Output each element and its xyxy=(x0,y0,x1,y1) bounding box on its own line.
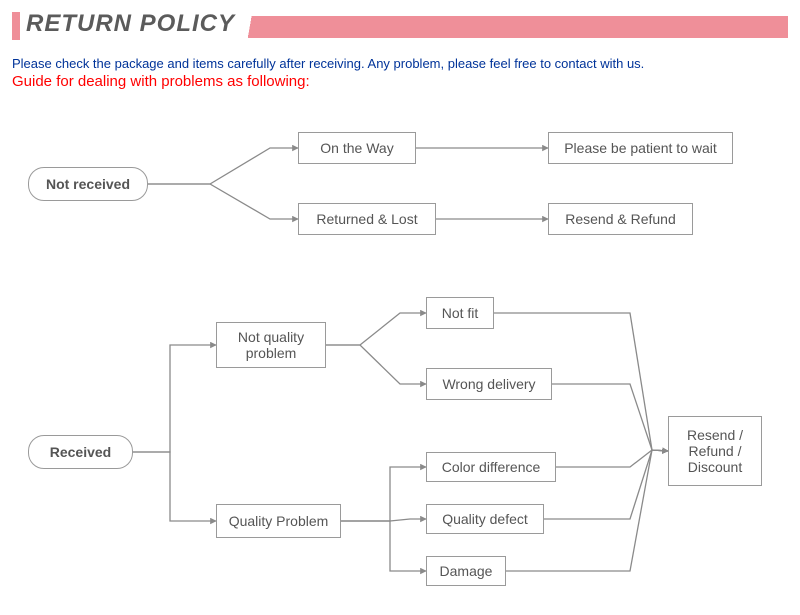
edge-qp-damage xyxy=(341,521,426,571)
node-on_way: On the Way xyxy=(298,132,416,164)
edge-wrong_del-rrd xyxy=(552,384,668,451)
node-resend_refund: Resend & Refund xyxy=(548,203,693,235)
node-not_received: Not received xyxy=(28,167,148,201)
node-color_diff: Color difference xyxy=(426,452,556,482)
edge-qp-color_diff xyxy=(341,467,426,521)
node-received: Received xyxy=(28,435,133,469)
flowchart-edges xyxy=(0,90,800,590)
node-patient: Please be patient to wait xyxy=(548,132,733,164)
node-ret_lost: Returned & Lost xyxy=(298,203,436,235)
edge-not_received-ret_lost xyxy=(148,184,298,219)
header-title: RETURN POLICY xyxy=(26,10,235,38)
node-nqp: Not quality problem xyxy=(216,322,326,368)
edge-nqp-not_fit xyxy=(326,313,426,345)
node-wrong_del: Wrong delivery xyxy=(426,368,552,400)
node-not_fit: Not fit xyxy=(426,297,494,329)
node-qual_def: Quality defect xyxy=(426,504,544,534)
edge-nqp-wrong_del xyxy=(326,345,426,384)
intro-line-2: Guide for dealing with problems as follo… xyxy=(12,73,788,90)
edge-qual_def-rrd xyxy=(544,450,668,519)
edge-received-nqp xyxy=(133,345,216,452)
header-accent xyxy=(12,12,20,40)
node-rrd: Resend / Refund / Discount xyxy=(668,416,762,486)
flowchart: Not received On the Way Returned & Lost Ple… xyxy=(0,90,800,590)
intro-line-1: Please check the package and items caref… xyxy=(12,56,788,71)
edge-color_diff-rrd xyxy=(556,450,668,467)
node-qp: Quality Problem xyxy=(216,504,341,538)
edge-qp-qual_def xyxy=(341,519,426,521)
node-damage: Damage xyxy=(426,556,506,586)
edge-not_received-on_way xyxy=(148,148,298,184)
edge-received-qp xyxy=(133,452,216,521)
header: RETURN POLICY xyxy=(12,10,788,42)
